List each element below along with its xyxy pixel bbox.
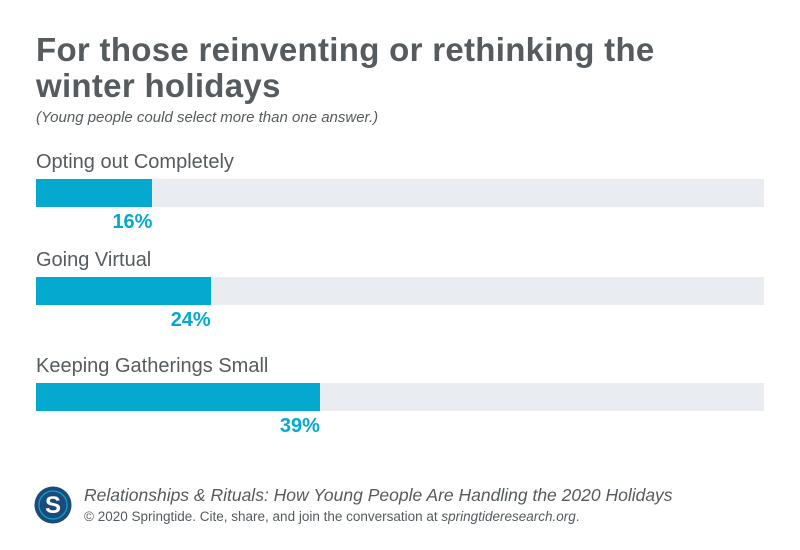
bar-value-label: 16% (112, 211, 153, 233)
bar (36, 383, 320, 411)
bar-value-label: 24% (170, 309, 211, 331)
logo-letter: S (45, 492, 61, 519)
chart-title: For those reinventing or rethinking the … (36, 31, 655, 104)
bar-category-label: Going Virtual (36, 249, 152, 271)
bar-track (36, 277, 764, 305)
bar (36, 277, 211, 305)
bar-track (36, 383, 764, 411)
bar-track (36, 179, 764, 207)
bar (36, 179, 153, 207)
copyright-period: . (575, 509, 580, 524)
bar-row: Keeping Gatherings Small 39% (36, 355, 764, 445)
copyright-line: © 2020 Springtide. Cite, share, and join… (84, 509, 580, 524)
bar-category-label: Opting out Completely (36, 151, 234, 173)
bar-value-label: 39% (279, 415, 320, 437)
copyright-text: © 2020 Springtide. Cite, share, and join… (84, 509, 442, 524)
bar-row: Going Virtual 24% (36, 249, 764, 339)
source-url-link[interactable]: springtideresearch.org (441, 509, 576, 524)
springtide-logo-icon: S (34, 486, 72, 524)
bar-category-label: Keeping Gatherings Small (36, 355, 269, 377)
bar-row: Opting out Completely 16% (36, 151, 764, 241)
source-title: Relationships & Rituals: How Young Peopl… (84, 485, 673, 505)
chart-subtitle: (Young people could select more than one… (36, 109, 379, 126)
